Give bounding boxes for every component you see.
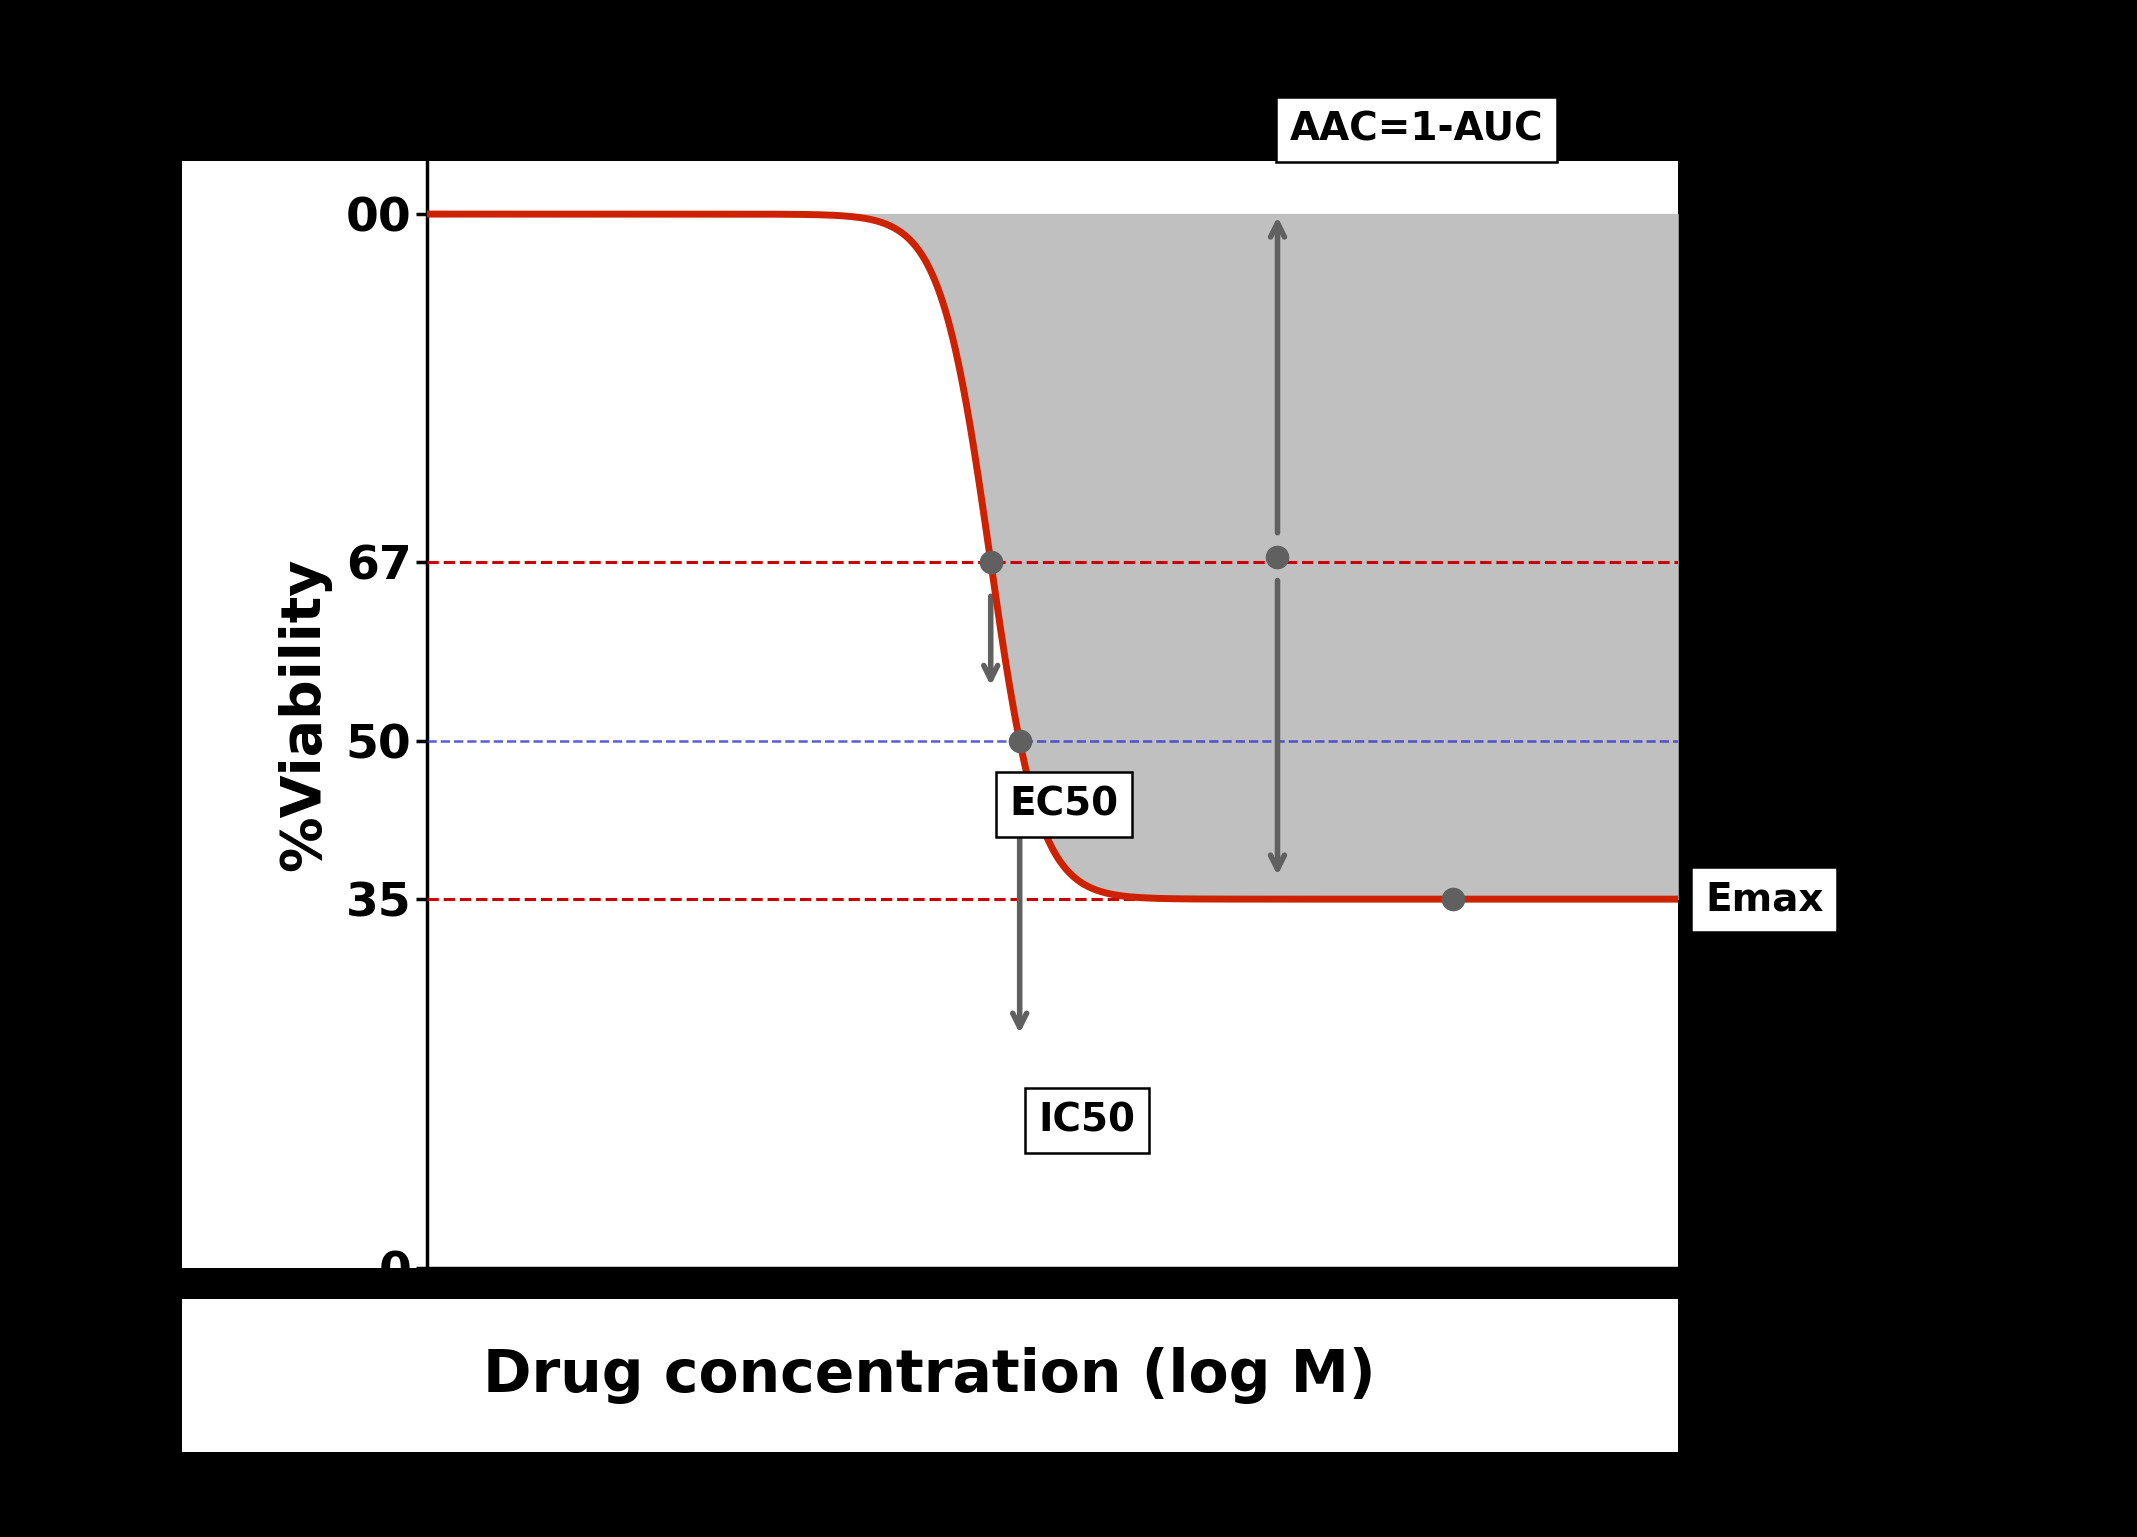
- Text: Emax: Emax: [1705, 881, 1823, 918]
- Text: AAC=1-AUC: AAC=1-AUC: [1291, 111, 1543, 149]
- Text: EC50: EC50: [1009, 785, 1118, 824]
- Text: %Viability: %Viability: [278, 558, 331, 871]
- Text: Drug concentration (log M): Drug concentration (log M): [483, 1346, 1376, 1405]
- Text: IC50: IC50: [1039, 1102, 1135, 1139]
